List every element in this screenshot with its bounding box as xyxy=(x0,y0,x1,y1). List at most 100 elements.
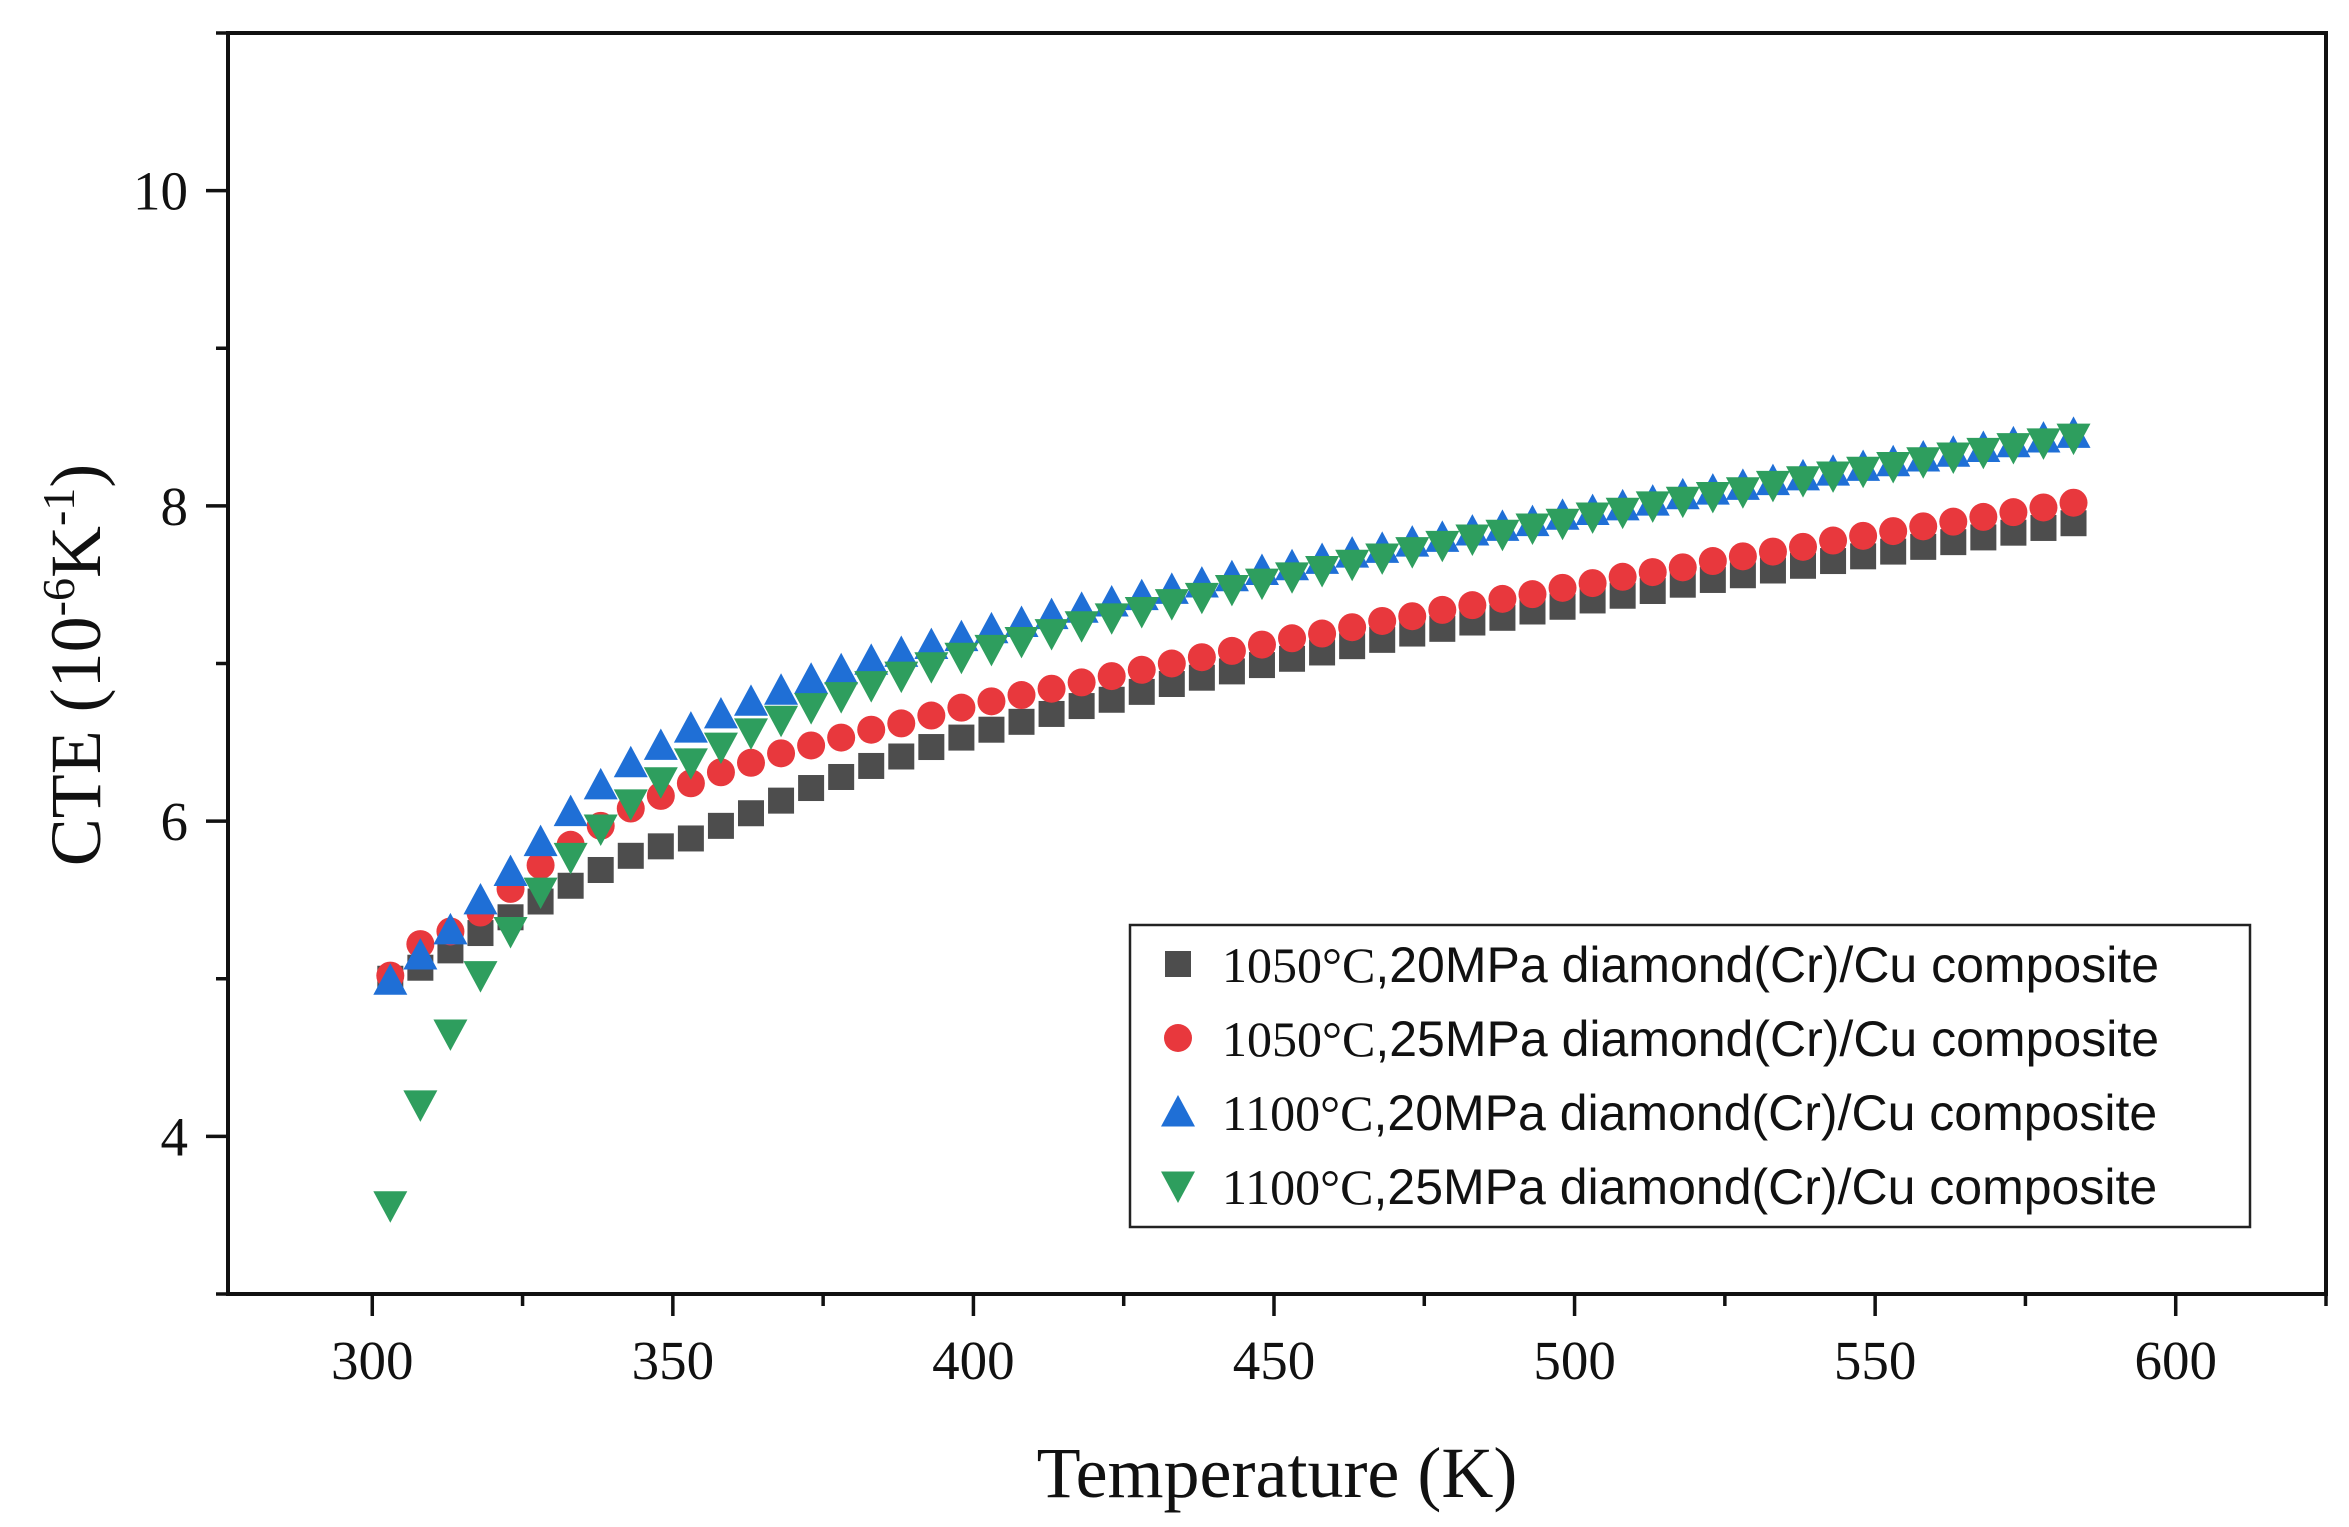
data-point xyxy=(767,739,796,768)
data-point xyxy=(463,882,498,915)
data-point xyxy=(1008,708,1035,735)
data-point xyxy=(854,643,889,675)
data-point xyxy=(736,748,765,777)
data-point xyxy=(643,767,678,799)
data-point xyxy=(1635,491,1670,523)
data-point xyxy=(917,701,946,730)
data-points xyxy=(373,416,2091,1223)
data-point xyxy=(1004,626,1039,659)
data-point xyxy=(2056,423,2091,456)
y-axis-title-exp2: -1 xyxy=(33,488,84,526)
data-point xyxy=(1545,508,1580,541)
data-point xyxy=(643,728,678,760)
data-point xyxy=(1244,568,1279,601)
data-point xyxy=(1638,558,1667,587)
data-point xyxy=(1428,595,1457,624)
data-point xyxy=(914,627,949,660)
data-point xyxy=(948,724,975,751)
legend-box xyxy=(1128,923,2252,1229)
data-point xyxy=(1605,497,1640,530)
data-point xyxy=(794,662,829,694)
data-point xyxy=(1578,569,1607,598)
data-point xyxy=(827,723,856,752)
data-point xyxy=(1485,519,1520,552)
series-4 xyxy=(373,423,2091,1223)
data-point xyxy=(403,1090,438,1122)
data-point xyxy=(978,716,1005,743)
legend-label-lead: 1100°C xyxy=(1222,1085,1374,1141)
data-point xyxy=(2026,428,2061,460)
data-point xyxy=(553,794,588,827)
data-point xyxy=(1308,619,1337,648)
legend-marker xyxy=(1161,1171,1195,1203)
y-axis-title-exp1: -6 xyxy=(33,578,84,616)
data-point xyxy=(1038,700,1065,727)
data-point xyxy=(707,812,734,839)
x-tick-label: 600 xyxy=(2134,1330,2217,1391)
legend-label: 1050°C,20MPa diamond(Cr)/Cu composite xyxy=(1222,937,2159,993)
series-3 xyxy=(373,416,2091,995)
y-axis-title-prefix: CTE (10 xyxy=(36,616,116,866)
data-point xyxy=(1548,573,1577,602)
data-point xyxy=(1966,437,2001,470)
data-point xyxy=(1098,686,1125,713)
data-point xyxy=(914,652,949,684)
data-point xyxy=(1755,470,1790,503)
y-tick-label: 6 xyxy=(161,791,189,852)
data-point xyxy=(733,684,768,716)
data-point xyxy=(613,745,648,778)
data-point xyxy=(798,775,825,802)
data-point xyxy=(673,711,708,743)
data-point xyxy=(888,743,915,770)
data-point xyxy=(2029,493,2058,522)
data-point xyxy=(1425,530,1460,563)
x-tick-labels: 300 350 400 450 500 550 600 xyxy=(331,1330,2217,1391)
data-point xyxy=(403,938,438,970)
data-point xyxy=(764,705,799,738)
data-point xyxy=(1816,461,1851,493)
data-point xyxy=(1278,624,1307,653)
data-point xyxy=(1034,619,1069,651)
y-axis-title: CTE (10-6K-1) xyxy=(33,464,116,867)
data-point xyxy=(1575,502,1610,534)
x-tick-label: 400 xyxy=(932,1330,1015,1391)
data-point xyxy=(764,673,799,705)
data-point xyxy=(858,752,885,779)
data-point xyxy=(1338,613,1367,642)
data-point xyxy=(2059,488,2088,517)
data-point xyxy=(1969,502,1998,531)
data-point xyxy=(1758,537,1787,566)
data-point xyxy=(1725,477,1760,509)
data-point xyxy=(1127,655,1156,684)
x-tick-label: 550 xyxy=(1834,1330,1917,1391)
data-point xyxy=(1064,611,1099,643)
data-point xyxy=(703,696,738,729)
data-point xyxy=(433,912,468,945)
data-point xyxy=(1879,517,1908,546)
data-point xyxy=(1996,433,2031,465)
data-point xyxy=(1698,547,1727,576)
data-point xyxy=(1876,452,1911,484)
legend-label-lead: 1100°C xyxy=(1222,1159,1374,1215)
data-point xyxy=(1695,481,1730,514)
data-point xyxy=(1037,674,1066,703)
data-point xyxy=(706,758,735,787)
x-tick-label: 450 xyxy=(1233,1330,1316,1391)
legend-label-rest: ,20MPa diamond(Cr)/Cu composite xyxy=(1374,1085,2158,1141)
legend: 1050°C,20MPa diamond(Cr)/Cu composite105… xyxy=(1128,923,2252,1229)
data-point xyxy=(1184,582,1219,615)
data-point xyxy=(824,652,859,685)
legend-label-rest: ,25MPa diamond(Cr)/Cu composite xyxy=(1375,1011,2159,1067)
x-tick-label: 300 xyxy=(331,1330,414,1391)
data-point xyxy=(1999,498,2028,527)
data-point xyxy=(1068,693,1095,720)
data-point xyxy=(824,682,859,714)
data-point xyxy=(493,917,528,949)
legend-label: 1100°C,20MPa diamond(Cr)/Cu composite xyxy=(1222,1085,2157,1141)
data-point xyxy=(1154,589,1189,621)
data-point xyxy=(1909,512,1938,541)
legend-marker xyxy=(1165,951,1191,977)
data-point xyxy=(1849,521,1878,550)
data-point xyxy=(977,687,1006,716)
data-point xyxy=(523,877,558,910)
